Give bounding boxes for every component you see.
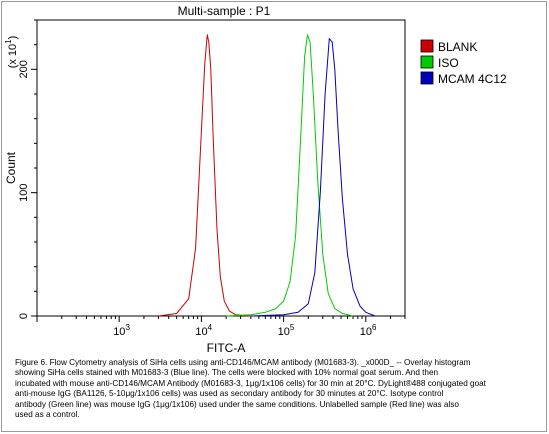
figure-caption: Figure 6. Flow Cytometry analysis of SiH… <box>15 358 537 420</box>
legend-label: ISO <box>438 56 459 70</box>
y-tick-label: 200 <box>18 60 30 78</box>
series-line-1 <box>158 34 251 317</box>
x-axis-label: FITC-A <box>207 341 246 355</box>
caption-line: anti-mouse IgG (BA1126, 5-10μg/1x106 cel… <box>15 389 444 399</box>
chart-title: Multi-sample : P1 <box>178 4 271 18</box>
x-tick-label-base: 10 <box>113 326 125 338</box>
series-line-3 <box>250 38 376 317</box>
x-tick-label: 105 <box>278 323 295 338</box>
caption-line: showing SiHa cells stained with M01683-3… <box>15 368 439 378</box>
x-axis-ticks <box>36 316 406 322</box>
legend-swatch <box>420 55 434 69</box>
x-tick-label: 106 <box>360 323 377 338</box>
y-tick-label: 100 <box>18 183 30 201</box>
y-axis-multiplier: (x 101) <box>4 36 19 69</box>
x-tick-label-exp: 6 <box>372 323 377 332</box>
legend-swatch <box>420 39 434 53</box>
x-tick-label-base: 10 <box>360 326 372 338</box>
legend-label: MCAM 4C12 <box>438 72 507 86</box>
x-tick-label-base: 10 <box>195 326 207 338</box>
series-layer <box>158 34 376 317</box>
series-line-2 <box>226 34 354 317</box>
x-tick-label-exp: 4 <box>208 323 213 332</box>
x-axis-tick-labels: 103 104 105 106 <box>113 323 377 338</box>
x-tick-label: 103 <box>113 323 130 338</box>
caption-line: Figure 6. Flow Cytometry analysis of SiH… <box>15 358 471 367</box>
x-tick-label: 104 <box>195 323 212 338</box>
legend-swatch <box>420 71 434 85</box>
caption-line: incubated with mouse anti-CD146/MCAM Ant… <box>15 378 486 388</box>
svg-text:(x 101): (x 101) <box>4 36 19 69</box>
y-multiplier-exp: 1 <box>4 39 13 44</box>
y-tick-label: 0 <box>18 313 30 319</box>
caption-line: antibody (Green line) was mouse IgG (1μg… <box>15 399 459 409</box>
legend: BLANK ISO MCAM 4C12 <box>420 39 507 86</box>
x-tick-label-exp: 3 <box>125 323 130 332</box>
y-axis-label: Count <box>4 151 18 184</box>
caption-line: used as a control. <box>15 410 80 420</box>
x-tick-label-base: 10 <box>278 326 290 338</box>
y-multiplier-base: (x 10 <box>7 44 19 68</box>
y-axis-ticks: 0 100 200 <box>18 19 37 319</box>
legend-label: BLANK <box>438 40 477 54</box>
x-tick-label-exp: 5 <box>290 323 295 332</box>
